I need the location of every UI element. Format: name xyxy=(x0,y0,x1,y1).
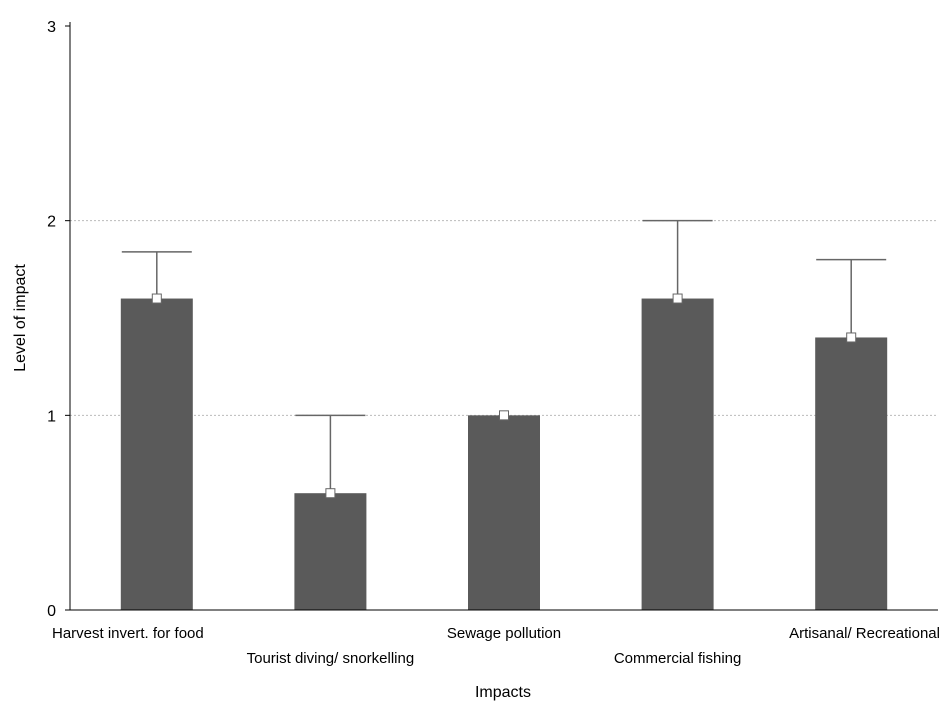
bar xyxy=(468,415,540,610)
bar xyxy=(120,298,193,610)
mean-marker xyxy=(846,332,857,343)
bar xyxy=(294,493,367,610)
x-category-label: Harvest invert. for food xyxy=(52,625,204,642)
mean-marker xyxy=(151,293,162,304)
mean-marker xyxy=(499,410,509,421)
bar xyxy=(815,337,888,610)
x-category-label: Sewage pollution xyxy=(447,625,561,642)
bar xyxy=(641,298,714,610)
x-category-label: Tourist diving/ snorkelling xyxy=(247,650,415,667)
bars xyxy=(120,298,888,610)
y-ticks: 0 1 2 3 xyxy=(47,19,70,620)
y-tick-label: 2 xyxy=(47,214,56,231)
mean-marker xyxy=(672,293,683,304)
x-axis-title: Impacts xyxy=(475,684,531,701)
x-category-label: Commercial fishing xyxy=(614,650,742,667)
mean-markers xyxy=(151,293,857,499)
y-tick-label: 1 xyxy=(47,408,56,425)
x-category-labels: Harvest invert. for food Tourist diving/ … xyxy=(52,625,940,667)
y-tick-label: 3 xyxy=(47,19,56,36)
x-category-label: Artisanal/ Recreational xyxy=(789,625,940,642)
mean-marker xyxy=(325,488,336,499)
y-axis-title: Level of impact xyxy=(12,264,29,372)
y-tick-label: 0 xyxy=(47,603,56,620)
axes xyxy=(69,22,938,611)
error-bars xyxy=(121,219,887,494)
grid-lines xyxy=(70,220,938,416)
